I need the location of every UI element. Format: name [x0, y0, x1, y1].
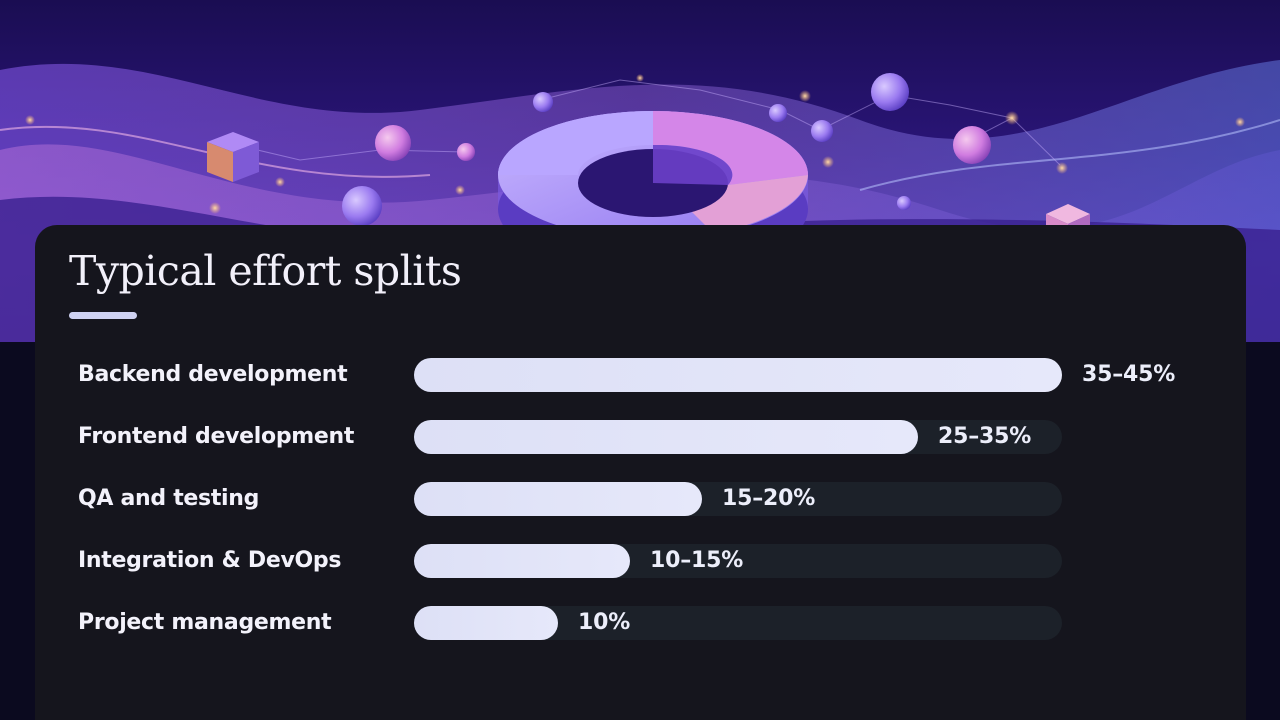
bar: [414, 358, 1062, 392]
bar-chart: Backend development 35–45% Frontend develo…: [35, 225, 1246, 720]
title-underline: [69, 312, 137, 319]
chart-title: Typical effort splits: [69, 247, 462, 295]
bar-row: QA and testing 15–20%: [35, 481, 1246, 517]
chart-card: Typical effort splits Backend developmen…: [35, 225, 1246, 720]
value-label: 15–20%: [722, 486, 816, 511]
bar-row: Backend development 35–45%: [35, 357, 1246, 393]
bar-track: [414, 358, 1062, 392]
category-label: Frontend development: [78, 424, 355, 449]
value-label: 35–45%: [1082, 362, 1176, 387]
category-label: Project management: [78, 610, 332, 635]
bar-row: Project management 10%: [35, 605, 1246, 641]
bar-track: [414, 482, 1062, 516]
category-label: QA and testing: [78, 486, 260, 511]
bar: [414, 606, 558, 640]
bar: [414, 420, 918, 454]
bar-track: [414, 544, 1062, 578]
bar: [414, 482, 702, 516]
bar-row: Frontend development 25–35%: [35, 419, 1246, 455]
value-label: 10%: [578, 610, 631, 635]
value-label: 10–15%: [650, 548, 744, 573]
bar: [414, 544, 630, 578]
bar-track: [414, 420, 1062, 454]
value-label: 25–35%: [938, 424, 1032, 449]
bar-track: [414, 606, 1062, 640]
bar-row: Integration & DevOps 10–15%: [35, 543, 1246, 579]
category-label: Backend development: [78, 362, 348, 387]
category-label: Integration & DevOps: [78, 548, 342, 573]
